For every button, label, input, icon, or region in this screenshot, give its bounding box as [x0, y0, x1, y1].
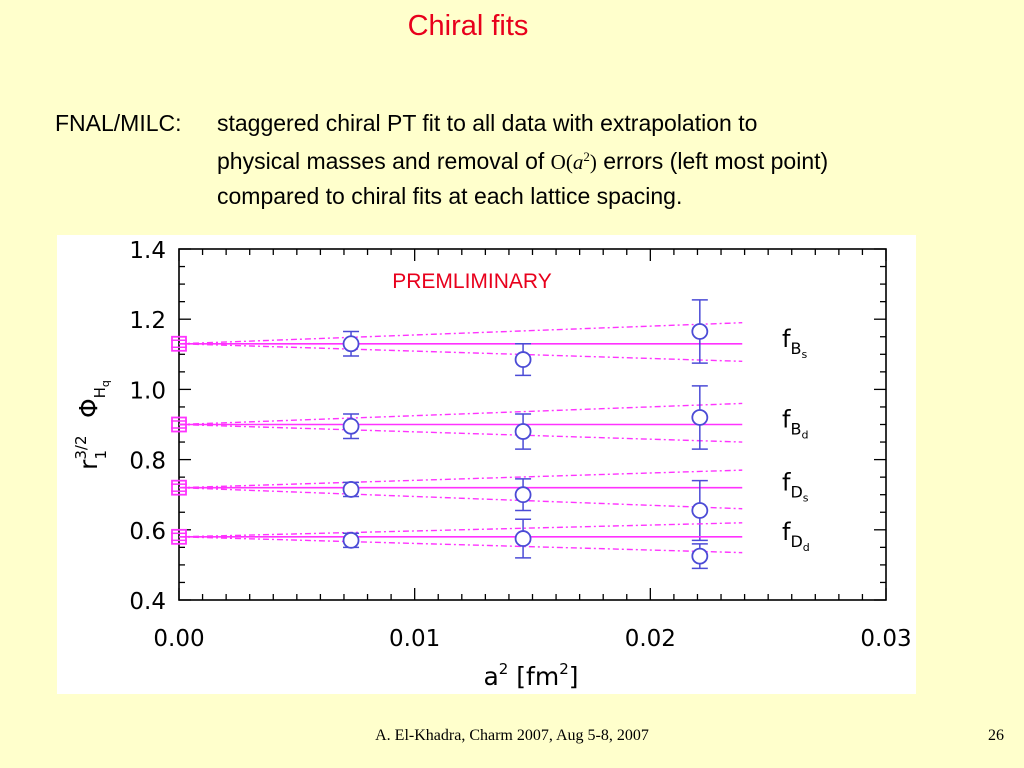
math-order-expression: O(a2): [550, 149, 597, 174]
extrapolated-point: [171, 335, 187, 352]
description-line-3: compared to chiral fits at each lattice …: [217, 183, 683, 209]
extrapolated-point: [171, 528, 187, 545]
x-tick-label: 0.03: [860, 626, 911, 652]
data-point: [342, 417, 360, 435]
fit-upper-band: [178, 522, 743, 538]
series-label-sub: B: [790, 420, 801, 439]
series-label: fBd: [782, 406, 808, 442]
series-1: fBd: [171, 385, 808, 450]
footer-citation: A. El-Khadra, Charm 2007, Aug 5-8, 2007: [375, 727, 649, 744]
data-point: [342, 481, 360, 498]
y-axis-title-exp: 3/2: [72, 436, 90, 460]
x-axis-title-exp: 2: [499, 660, 509, 678]
y-axis-title-r: r: [74, 459, 103, 470]
description-line-2: physical masses and removal of O(a2) err…: [217, 140, 828, 179]
y-axis-title-phi: Φ: [74, 398, 103, 426]
x-tick-label: 0.00: [153, 626, 204, 652]
y-tick-label: 0.8: [129, 449, 166, 475]
fit-lower-band: [178, 423, 743, 443]
fit-upper-band: [178, 469, 743, 489]
y-tick-label: 1.2: [129, 308, 166, 334]
series-label-sub: B: [790, 339, 801, 358]
description-line-1: staggered chiral PT fit to all data with…: [217, 110, 758, 136]
data-point: [691, 323, 709, 340]
data-point: [514, 423, 532, 440]
fit-lower-band: [178, 486, 743, 510]
math-order-open: O(: [550, 150, 573, 174]
series-label: fBs: [782, 325, 807, 361]
data-point: [691, 547, 709, 565]
description-line-2-post: errors (left most point): [596, 148, 829, 174]
x-tick-label: 0.01: [389, 626, 440, 652]
y-axis-title: r3/2 1 ΦHq: [72, 380, 112, 470]
description-lines: staggered chiral PT fit to all data with…: [217, 106, 828, 213]
data-point: [691, 502, 709, 519]
y-tick-label: 0.4: [129, 589, 166, 615]
data-point: [342, 531, 360, 549]
fit-upper-band: [178, 322, 743, 345]
description-line-2-pre: physical masses and removal of: [217, 148, 551, 174]
extrapolated-point: [171, 416, 187, 433]
series-label: fDd: [782, 518, 810, 554]
series-label-name: f: [782, 325, 791, 353]
math-a-symbol: a: [572, 150, 584, 174]
series-label-subsub: d: [803, 541, 810, 554]
plot-panel: 0.4 0.6 0.8 1.0 1.2 1.4 0.00 0.01 0.02 0.03 a2 [fm…: [57, 235, 916, 694]
series-0: fBs: [171, 299, 807, 377]
series-label-name: f: [782, 518, 791, 546]
data-point: [514, 351, 532, 368]
series-2: fDs: [171, 469, 809, 542]
y-tick-label: 1.0: [129, 378, 166, 404]
y-tick-label: 1.4: [129, 238, 166, 264]
y-axis-title-phi-subsub: q: [99, 380, 112, 387]
math-exponent: 2: [583, 149, 590, 164]
extrapolated-point: [171, 479, 187, 496]
series-label-subsub: d: [801, 429, 808, 442]
y-tick-label: 0.6: [129, 519, 166, 545]
fit-lower-band: [178, 536, 743, 554]
y-axis-title-sub: 1: [92, 450, 110, 460]
x-axis-title: a2 [fm2]: [483, 660, 578, 691]
fit-upper-band: [178, 402, 743, 426]
x-axis-title-a: a: [483, 662, 498, 691]
y-axis-title-group: r3/2 1 ΦHq: [72, 380, 112, 470]
x-tick-label: 0.02: [625, 626, 676, 652]
x-axis-title-unit-close: ]: [569, 662, 579, 691]
x-axis-title-unit: [fm: [508, 662, 559, 691]
data-point: [514, 486, 532, 504]
series-label-name: f: [782, 469, 791, 497]
chart-annotation: PREMLIMINARY: [392, 270, 551, 293]
series-label-subsub: s: [801, 348, 807, 361]
series-label-subsub: s: [803, 492, 809, 505]
data-point: [514, 530, 532, 547]
data-point: [342, 335, 360, 353]
fit-lower-band: [178, 343, 743, 363]
y-axis-title-phi-sub: H: [91, 387, 109, 398]
series-label: fDs: [782, 469, 809, 505]
series-label-sub: D: [790, 532, 802, 551]
x-axis-title-unit-exp: 2: [559, 660, 569, 678]
series-3: fDd: [171, 518, 810, 570]
page-number: 26: [988, 727, 1004, 744]
series-label-sub: D: [790, 483, 802, 502]
data-point: [691, 409, 709, 426]
slide-title: Chiral fits: [407, 10, 529, 42]
series-label-name: f: [782, 406, 791, 434]
math-order-close: ): [589, 150, 597, 174]
collaboration-label: FNAL/MILC:: [55, 110, 182, 136]
